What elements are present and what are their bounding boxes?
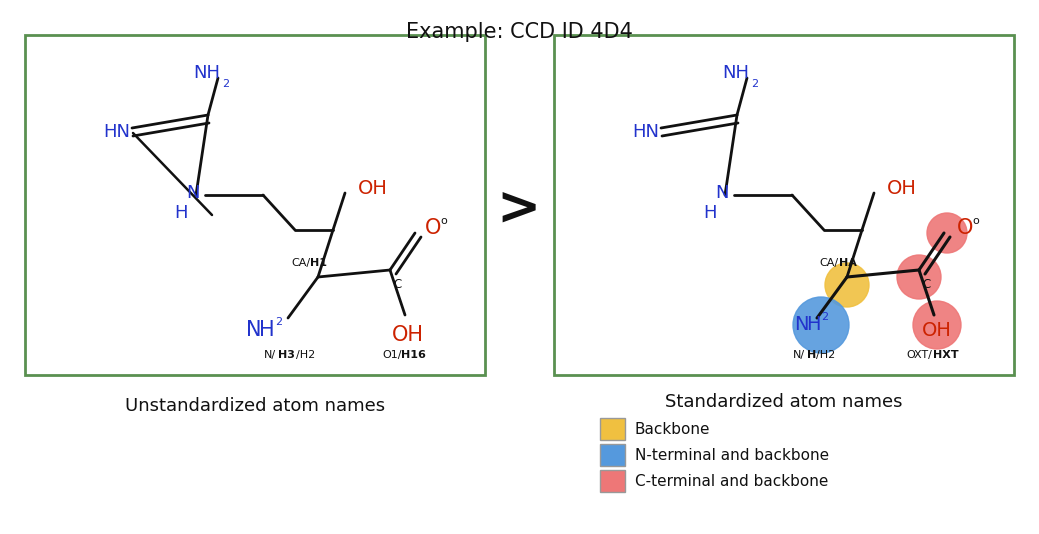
Text: Standardized atom names: Standardized atom names [665,393,903,411]
Text: HN: HN [103,123,130,141]
Bar [600,444,625,466]
Text: O1/: O1/ [382,350,402,360]
Text: N: N [715,184,728,202]
Bar [25,35,485,375]
Text: NH: NH [193,64,220,82]
Text: H: H [260,320,275,340]
Text: 2: 2 [275,317,283,327]
Text: N: N [795,316,809,334]
Text: 2: 2 [821,312,828,322]
Text: o: o [973,216,979,226]
Text: O: O [425,218,442,238]
Text: H: H [806,316,821,334]
Text: 2: 2 [222,79,230,89]
Text: /H2: /H2 [816,350,835,360]
Text: OH: OH [887,178,916,198]
Text: H: H [807,350,817,360]
Text: 2: 2 [751,79,758,89]
Bar [554,35,1014,375]
Text: C: C [922,278,930,291]
Text: C-terminal and backbone: C-terminal and backbone [635,474,828,489]
Circle shape [793,297,849,353]
Text: N-terminal and backbone: N-terminal and backbone [635,447,829,462]
Text: Backbone: Backbone [635,421,711,436]
Text: N: N [186,184,199,202]
Text: H16: H16 [401,350,426,360]
Text: HA: HA [840,258,857,268]
Text: HN: HN [632,123,659,141]
Text: H: H [703,204,717,222]
Circle shape [897,255,941,299]
Text: CA/: CA/ [291,258,310,268]
Text: H3: H3 [278,350,295,360]
Text: O: O [957,218,974,238]
Text: C: C [393,278,401,291]
Text: o: o [439,216,447,226]
Text: OH: OH [358,178,388,198]
Text: N/: N/ [793,350,805,360]
Text: OH: OH [922,320,952,340]
Text: N: N [246,320,262,340]
Text: /H2: /H2 [296,350,315,360]
Text: H: H [175,204,188,222]
Bar [600,470,625,492]
Text: N/: N/ [264,350,276,360]
Text: OH: OH [392,325,424,345]
Text: H1: H1 [310,258,327,268]
Text: >: > [497,184,541,236]
Circle shape [825,263,869,307]
Text: NH: NH [722,64,749,82]
Text: Example: CCD ID 4D4: Example: CCD ID 4D4 [405,22,633,42]
Text: Unstandardized atom names: Unstandardized atom names [125,397,385,415]
Circle shape [927,213,967,253]
Circle shape [913,301,961,349]
Bar [600,418,625,440]
Text: CA/: CA/ [820,258,840,268]
Text: HXT: HXT [933,350,959,360]
Text: OXT/: OXT/ [906,350,932,360]
